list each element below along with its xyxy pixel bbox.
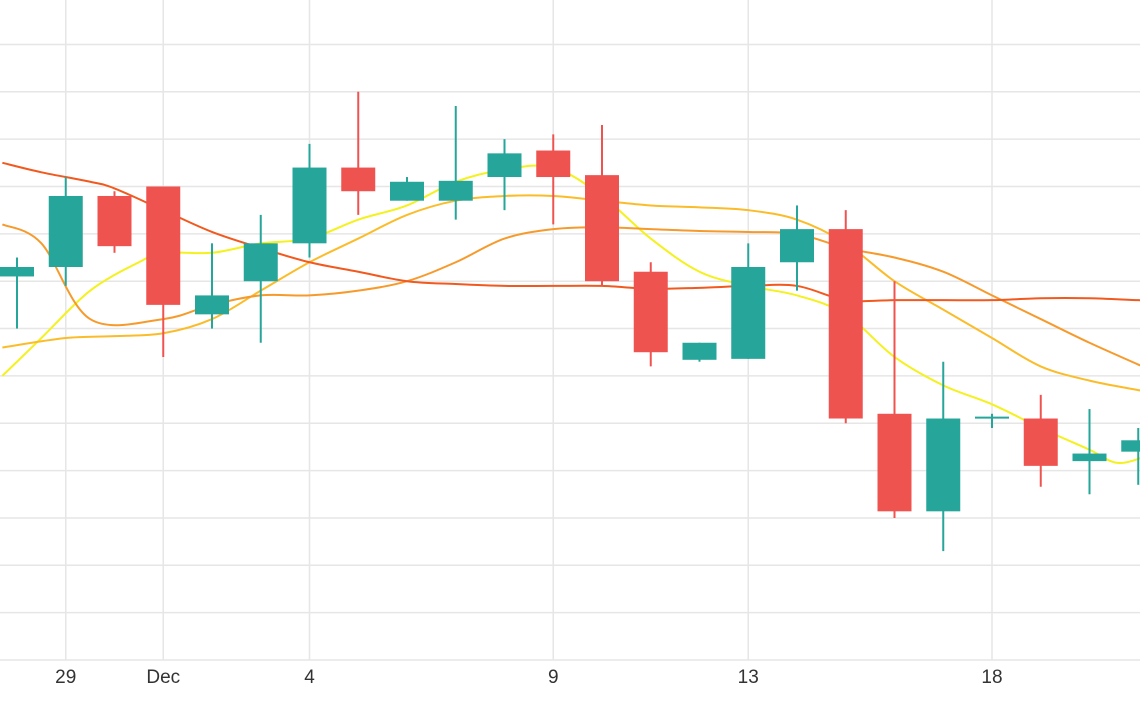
candle-up (438, 106, 473, 220)
x-tick-label: 9 (548, 667, 559, 688)
candle-down (877, 281, 912, 518)
candle-body (975, 416, 1009, 419)
candle-down (341, 91, 376, 215)
candle-body (926, 418, 961, 512)
candle-up (926, 361, 961, 552)
candle-down (146, 186, 181, 357)
candle-body (1121, 440, 1140, 452)
candle-up (975, 413, 1009, 428)
candle-up (780, 205, 814, 291)
x-tick-label: 13 (738, 667, 759, 688)
candles (0, 91, 1140, 552)
candle-up (390, 177, 424, 201)
candle-body (536, 150, 571, 178)
candle-down (633, 262, 668, 367)
candle-body (828, 229, 863, 419)
x-tick-label: 4 (304, 667, 315, 688)
candle-up (243, 214, 278, 343)
x-tick-label: 18 (981, 667, 1002, 688)
candle-up (292, 143, 327, 258)
candle-up (0, 257, 34, 329)
candle-down (1023, 394, 1058, 487)
candle-down (828, 210, 863, 424)
candle-body (633, 271, 668, 353)
candle-body (97, 195, 132, 247)
candle-up (731, 243, 766, 359)
candle-body (1023, 418, 1058, 466)
candle-body (438, 180, 473, 201)
candle-body (292, 167, 327, 244)
candle-body (780, 229, 814, 263)
candle-up (195, 243, 229, 329)
candle-up (487, 139, 522, 211)
x-tick-label: Dec (146, 667, 180, 688)
candle-down (97, 191, 132, 253)
candle-body (243, 243, 278, 282)
horizontal-gridlines (0, 43, 1140, 661)
candle-body (585, 175, 619, 282)
candle-down (536, 134, 571, 225)
candle-up (48, 177, 83, 286)
candle-body (195, 295, 229, 315)
candle-body (682, 342, 717, 360)
candle-body (487, 153, 522, 178)
candle-body (341, 167, 376, 192)
candle-body (1072, 453, 1107, 462)
candle-body (731, 266, 766, 359)
candle-body (0, 266, 34, 277)
candle-down (585, 124, 619, 286)
candle-up (1121, 427, 1140, 485)
candle-body (390, 181, 424, 201)
candle-up (1072, 409, 1107, 495)
x-tick-label: 29 (55, 667, 76, 688)
candle-up (682, 342, 717, 362)
candle-body (48, 195, 83, 267)
candle-body (146, 186, 181, 305)
x-axis-tick-labels: 29Dec49131823 (55, 667, 1002, 688)
candle-body (877, 413, 912, 512)
